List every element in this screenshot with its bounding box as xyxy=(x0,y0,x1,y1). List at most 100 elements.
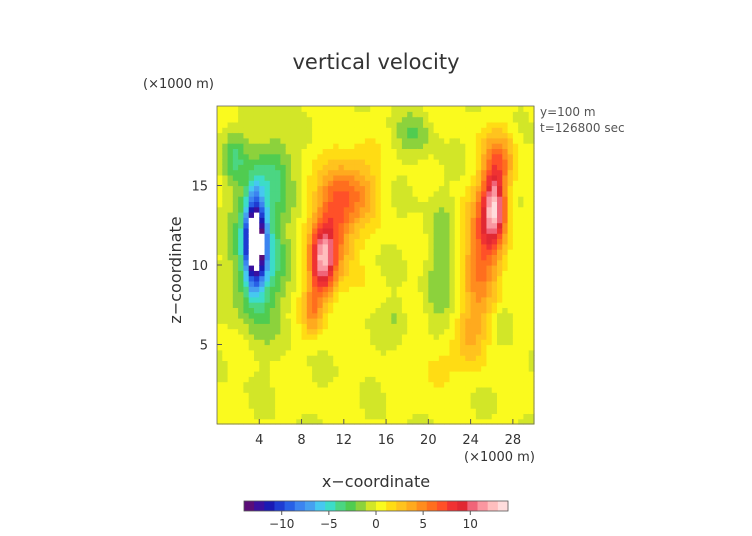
heatmap-cell xyxy=(412,190,419,197)
heatmap-cell xyxy=(232,280,239,287)
heatmap-cell xyxy=(322,238,329,245)
heatmap-cell xyxy=(412,233,419,240)
heatmap-cell xyxy=(349,280,355,287)
heatmap-cell xyxy=(306,360,313,367)
heatmap-cell xyxy=(238,254,245,261)
heatmap-cell xyxy=(386,339,392,346)
heatmap-cell xyxy=(248,418,255,425)
heatmap-cell xyxy=(269,227,276,234)
heatmap-cell xyxy=(370,222,377,229)
heatmap-cell xyxy=(470,164,477,171)
heatmap-cell xyxy=(238,280,245,287)
heatmap-cell xyxy=(253,116,260,123)
heatmap-cell xyxy=(306,254,313,261)
heatmap-cell xyxy=(306,132,313,139)
heatmap-cell xyxy=(396,333,403,340)
heatmap-cell xyxy=(470,127,477,134)
heatmap-cell xyxy=(370,349,377,356)
heatmap-cell xyxy=(338,392,345,399)
heatmap-cell xyxy=(417,275,424,282)
heatmap-cell xyxy=(423,259,429,266)
heatmap-cell xyxy=(275,249,281,255)
heatmap-cell xyxy=(412,323,419,330)
heatmap-cell xyxy=(507,111,514,118)
heatmap-cell xyxy=(502,233,509,240)
heatmap-cell xyxy=(518,259,525,266)
heatmap-cell xyxy=(512,286,519,293)
heatmap-cell xyxy=(338,217,345,224)
heatmap-cell xyxy=(475,355,482,361)
heatmap-cell xyxy=(259,159,266,165)
heatmap-cell xyxy=(349,206,355,213)
heatmap-cell xyxy=(518,111,525,118)
heatmap-cell xyxy=(238,265,245,271)
heatmap-cell xyxy=(507,333,514,340)
heatmap-cell xyxy=(312,190,318,197)
heatmap-cell xyxy=(528,344,535,351)
heatmap-cell xyxy=(528,254,535,261)
heatmap-cell xyxy=(296,196,303,202)
heatmap-cell xyxy=(481,296,488,303)
heatmap-cell xyxy=(375,323,382,330)
heatmap-cell xyxy=(333,201,340,208)
heatmap-cell xyxy=(486,328,493,335)
heatmap-cell xyxy=(312,111,318,118)
heatmap-cell xyxy=(222,127,229,134)
heatmap-cell xyxy=(407,270,414,277)
heatmap-cell xyxy=(285,233,292,240)
heatmap-cell xyxy=(333,180,340,187)
heatmap-cell xyxy=(481,201,488,208)
heatmap-cell xyxy=(306,365,313,372)
heatmap-cell xyxy=(518,418,525,425)
heatmap-cell xyxy=(528,121,535,128)
heatmap-cell xyxy=(407,339,414,346)
heatmap-cell xyxy=(269,185,276,192)
heatmap-cell xyxy=(407,376,414,383)
heatmap-cell xyxy=(338,143,345,149)
heatmap-cell xyxy=(354,121,361,128)
heatmap-cell xyxy=(380,137,387,144)
heatmap-cell xyxy=(417,280,424,287)
heatmap-cell xyxy=(523,201,530,208)
heatmap-cell xyxy=(327,328,334,335)
heatmap-cell xyxy=(465,153,472,160)
heatmap-cell xyxy=(285,397,292,404)
heatmap-cell xyxy=(460,418,466,425)
heatmap-cell xyxy=(290,169,297,176)
heatmap-cell xyxy=(386,254,392,261)
heatmap-cell xyxy=(359,286,366,293)
heatmap-cell xyxy=(253,243,260,250)
heatmap-cell xyxy=(243,153,250,160)
heatmap-cell xyxy=(285,371,292,377)
heatmap-cell xyxy=(227,153,234,160)
heatmap-cell xyxy=(333,339,340,346)
heatmap-cell xyxy=(264,159,271,165)
heatmap-cell xyxy=(275,286,281,293)
heatmap-cell xyxy=(301,397,308,404)
heatmap-cell xyxy=(306,185,313,192)
heatmap-cell xyxy=(391,249,398,255)
heatmap-cell xyxy=(497,291,503,298)
heatmap-cell xyxy=(460,323,466,330)
heatmap-cell xyxy=(465,371,472,377)
heatmap-cell xyxy=(338,116,345,123)
heatmap-cell xyxy=(523,397,530,404)
heatmap-cell xyxy=(470,349,477,356)
heatmap-cell xyxy=(396,344,403,351)
heatmap-cell xyxy=(264,222,271,229)
heatmap-cell xyxy=(306,408,313,414)
heatmap-cell xyxy=(460,376,466,383)
heatmap-cell xyxy=(486,254,493,261)
heatmap-cell xyxy=(497,360,503,367)
heatmap-cell xyxy=(375,418,382,425)
heatmap-cell xyxy=(423,190,429,197)
heatmap-cell xyxy=(386,217,392,224)
heatmap-cell xyxy=(460,355,466,361)
heatmap-cell xyxy=(275,355,281,361)
heatmap-cell xyxy=(238,259,245,266)
heatmap-cell xyxy=(507,291,514,298)
heatmap-cell xyxy=(296,190,303,197)
heatmap-cell xyxy=(222,376,229,383)
heatmap-cell xyxy=(417,159,424,165)
heatmap-cell xyxy=(486,143,493,149)
